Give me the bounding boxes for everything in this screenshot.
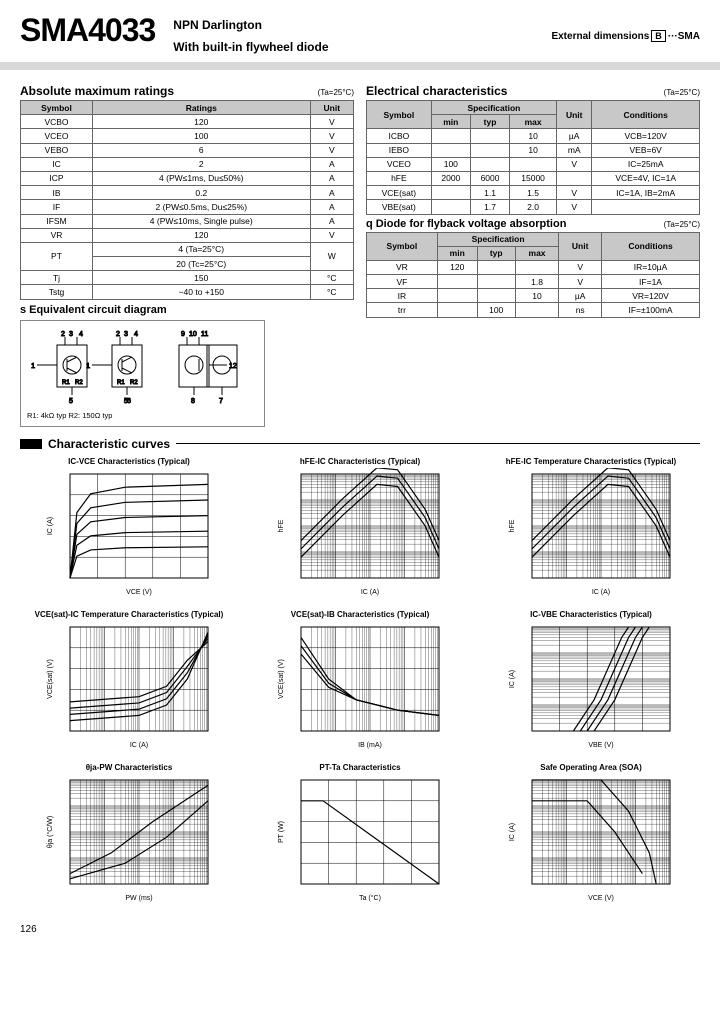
svg-text:IC (A): IC (A): [361, 589, 379, 596]
svg-text:6: 6: [127, 398, 131, 405]
svg-text:1: 1: [31, 363, 35, 370]
svg-text:5: 5: [69, 398, 73, 405]
svg-text:IC (A): IC (A): [130, 742, 148, 749]
chart: IC-VBE Characteristics (Typical) VBE (V)…: [482, 610, 700, 751]
svg-text:3: 3: [69, 331, 73, 338]
svg-text:VCE (V): VCE (V): [588, 895, 614, 902]
svg-text:VCE (V): VCE (V): [126, 589, 152, 596]
svg-text:hFE: hFE: [509, 519, 516, 532]
chart-title: Safe Operating Area (SOA): [482, 763, 700, 772]
chart: VCE(sat)-IC Temperature Characteristics …: [20, 610, 238, 751]
svg-text:11: 11: [201, 331, 208, 338]
part-number: SMA4033: [20, 12, 155, 49]
desc-line2: With built-in flywheel diode: [173, 38, 328, 56]
svg-text:IC (A): IC (A): [592, 589, 610, 596]
chart: hFE-IC Characteristics (Typical) IC (A) …: [251, 457, 469, 598]
chart: Safe Operating Area (SOA) VCE (V) IC (A): [482, 763, 700, 904]
diode-table: SymbolSpecificationUnitConditionsmintypm…: [366, 232, 700, 318]
chart-title: hFE-IC Characteristics (Typical): [251, 457, 469, 466]
svg-text:IC (A): IC (A): [47, 516, 54, 534]
curves-header: Characteristic curves: [20, 437, 700, 451]
external-dimensions: External dimensionsB···SMA: [551, 30, 700, 42]
charts-grid: IC-VCE Characteristics (Typical) VCE (V)…: [20, 457, 700, 912]
svg-text:R2: R2: [75, 380, 83, 386]
black-box-icon: [20, 439, 42, 449]
tables-row: Absolute maximum ratings(Ta=25°C) Symbol…: [20, 80, 700, 427]
chart: PT-Ta Characteristics Ta (°C) PT (W): [251, 763, 469, 904]
diode-title: qDiode for flyback voltage absorption(Ta…: [366, 218, 700, 230]
elec-title: Electrical characteristics(Ta=25°C): [366, 84, 700, 98]
pkg-icon: B: [651, 30, 666, 42]
gray-separator: [0, 62, 720, 70]
svg-text:8: 8: [191, 398, 195, 405]
chart: θja-PW Characteristics PW (ms) θja (°C/W…: [20, 763, 238, 904]
svg-text:PW (ms): PW (ms): [125, 895, 152, 902]
chart-title: hFE-IC Temperature Characteristics (Typi…: [482, 457, 700, 466]
svg-text:VBE (V): VBE (V): [588, 742, 613, 749]
chart-title: VCE(sat)-IB Characteristics (Typical): [251, 610, 469, 619]
svg-text:9: 9: [181, 331, 185, 338]
abs-max-table: SymbolRatingsUnitVCBO120VVCEO100VVEBO6VI…: [20, 100, 354, 300]
desc-line1: NPN Darlington: [173, 16, 328, 34]
svg-text:VCE(sat) (V): VCE(sat) (V): [47, 659, 54, 699]
abs-max-title: Absolute maximum ratings(Ta=25°C): [20, 84, 354, 98]
chart: hFE-IC Temperature Characteristics (Typi…: [482, 457, 700, 598]
page-number: 126: [20, 924, 700, 935]
chart: IC-VCE Characteristics (Typical) VCE (V)…: [20, 457, 238, 598]
header: SMA4033 NPN Darlington With built-in fly…: [20, 12, 700, 62]
description: NPN Darlington With built-in flywheel di…: [173, 12, 328, 56]
equiv-title: sEquivalent circuit diagram: [20, 304, 354, 316]
svg-text:hFE: hFE: [278, 519, 285, 532]
svg-text:2: 2: [61, 331, 65, 338]
left-column: Absolute maximum ratings(Ta=25°C) Symbol…: [20, 80, 354, 427]
svg-text:IC (A): IC (A): [509, 822, 516, 840]
svg-text:VCE(sat) (V): VCE(sat) (V): [278, 659, 285, 699]
chart-title: PT-Ta Characteristics: [251, 763, 469, 772]
hr-line: [176, 443, 700, 444]
svg-text:4: 4: [79, 331, 83, 338]
chart-title: θja-PW Characteristics: [20, 763, 238, 772]
chart: VCE(sat)-IB Characteristics (Typical) IB…: [251, 610, 469, 751]
svg-text:10: 10: [189, 331, 197, 338]
chart-title: VCE(sat)-IC Temperature Characteristics …: [20, 610, 238, 619]
right-column: Electrical characteristics(Ta=25°C) Symb…: [366, 80, 700, 427]
svg-text:θja (°C/W): θja (°C/W): [46, 815, 54, 847]
curves-title: Characteristic curves: [48, 437, 170, 451]
svg-text:IB (mA): IB (mA): [358, 742, 382, 749]
svg-text:7: 7: [219, 398, 223, 405]
chart-title: IC-VBE Characteristics (Typical): [482, 610, 700, 619]
svg-text:R1: R1: [62, 380, 70, 386]
equiv-note: R1: 4kΩ typ R2: 150Ω typ: [27, 411, 258, 420]
svg-text:PT (W): PT (W): [278, 821, 285, 843]
elec-table: SymbolSpecificationUnitConditionsmintypm…: [366, 100, 700, 215]
chart-title: IC-VCE Characteristics (Typical): [20, 457, 238, 466]
svg-text:IC (A): IC (A): [509, 669, 516, 687]
svg-text:Ta (°C): Ta (°C): [359, 894, 381, 902]
equiv-diagram: 1 234 R1R2 5 12 91011 8: [20, 320, 265, 427]
